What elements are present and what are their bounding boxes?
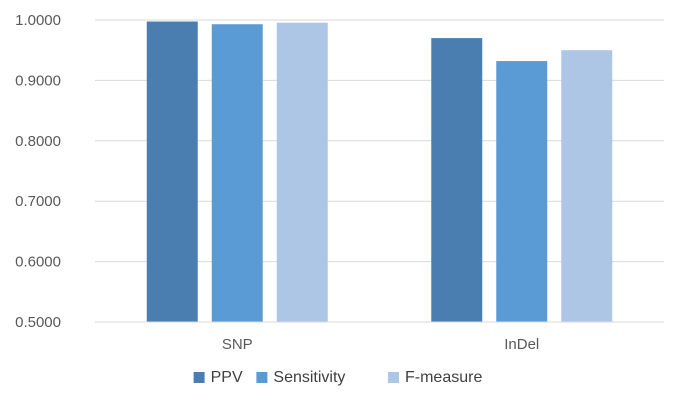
y-tick-label: 0.5000 bbox=[15, 314, 61, 331]
legend-label: PPV bbox=[211, 369, 243, 386]
bar-ppv-snp bbox=[146, 21, 198, 322]
y-tick-label: 0.9000 bbox=[15, 72, 61, 89]
bars bbox=[146, 21, 613, 323]
legend: PPV Sensitivity F-measure bbox=[193, 369, 482, 386]
bar-f-measure-snp bbox=[276, 22, 328, 323]
legend-label: F-measure bbox=[405, 369, 482, 386]
y-tick-label: 1.0000 bbox=[15, 12, 61, 29]
x-axis: SNP InDel bbox=[95, 321, 664, 353]
legend-swatch bbox=[256, 372, 268, 383]
y-tick-label: 0.7000 bbox=[15, 193, 61, 210]
y-tick-label: 0.8000 bbox=[15, 133, 61, 150]
y-axis: 0.5000 0.6000 0.7000 0.8000 0.9000 1.0000 bbox=[15, 12, 61, 331]
bar-ppv-indel bbox=[431, 38, 483, 323]
legend-swatch bbox=[388, 372, 399, 383]
bar-f-measure-indel bbox=[561, 50, 613, 322]
legend-swatch bbox=[193, 372, 205, 383]
y-tick-label: 0.6000 bbox=[15, 254, 61, 271]
x-category-label: SNP bbox=[222, 336, 253, 353]
legend-label: Sensitivity bbox=[273, 369, 345, 386]
x-category-label: InDel bbox=[504, 336, 539, 353]
bar-sensitivity-indel bbox=[496, 61, 548, 323]
bar-sensitivity-snp bbox=[211, 24, 263, 323]
